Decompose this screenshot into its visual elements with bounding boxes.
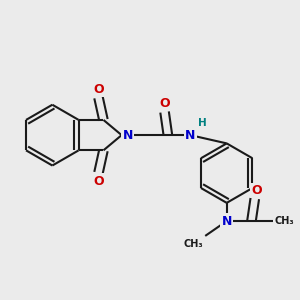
- Text: O: O: [93, 83, 104, 96]
- Text: CH₃: CH₃: [274, 216, 294, 226]
- Text: H: H: [198, 118, 206, 128]
- Text: N: N: [221, 214, 232, 227]
- Text: O: O: [93, 175, 104, 188]
- Text: N: N: [122, 129, 133, 142]
- Text: CH₃: CH₃: [184, 239, 204, 249]
- Text: O: O: [159, 97, 170, 110]
- Text: O: O: [251, 184, 262, 197]
- Text: N: N: [185, 129, 196, 142]
